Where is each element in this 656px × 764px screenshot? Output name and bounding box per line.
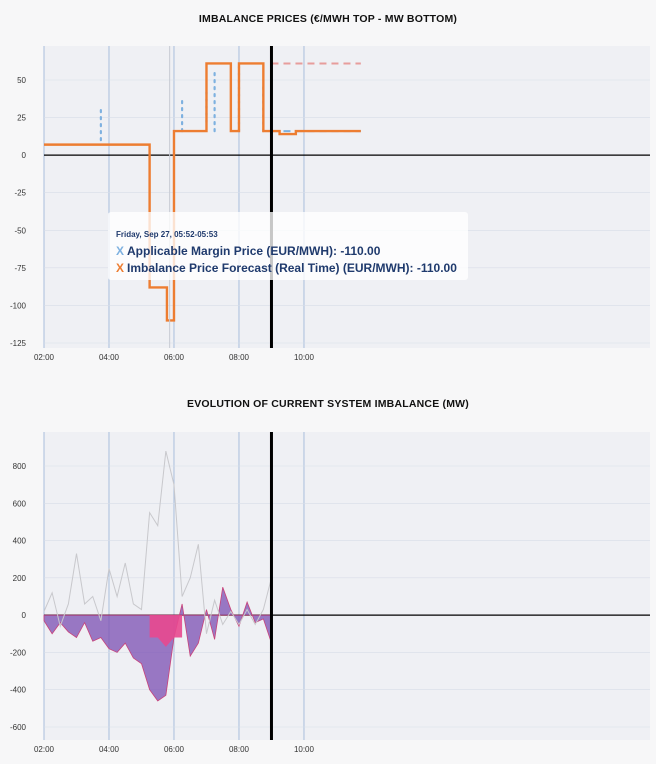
- x-tick-label-0-2: 06:00: [164, 353, 185, 362]
- y-tick-label-1-4: 0: [22, 611, 27, 620]
- y-tick-label-1-0: 800: [13, 462, 27, 471]
- x-tick-label-1-3: 08:00: [229, 745, 250, 754]
- tooltip-marker-margin: X: [116, 244, 125, 258]
- y-tick-label-0-6: -100: [10, 301, 27, 310]
- x-tick-label-0-1: 04:00: [99, 353, 120, 362]
- y-tick-label-0-7: -125: [10, 339, 27, 348]
- x-tick-label-0-3: 08:00: [229, 353, 250, 362]
- y-tick-label-0-1: 25: [17, 114, 26, 123]
- chart-title-prices: IMBALANCE PRICES (€/MWH TOP - MW BOTTOM): [198, 13, 458, 25]
- y-tick-label-0-2: 0: [22, 151, 27, 160]
- y-tick-label-1-6: -400: [10, 686, 27, 695]
- y-tick-label-1-3: 200: [13, 574, 27, 583]
- x-tick-label-1-4: 10:00: [294, 745, 315, 754]
- series-imbalance-price: [44, 62, 361, 322]
- tooltip-marker-forecast: X: [116, 261, 125, 275]
- series-activated-reserves-area: [149, 615, 183, 647]
- y-tick-label-0-3: -25: [14, 189, 26, 198]
- tooltip-text-forecast: Imbalance Price Forecast (Real Time) (EU…: [127, 261, 457, 275]
- y-tick-label-1-7: -600: [10, 723, 27, 732]
- tooltip-text-margin: Applicable Margin Price (EUR/MWH): -110.…: [127, 244, 381, 258]
- x-tick-label-0-0: 02:00: [34, 353, 55, 362]
- tooltip-row-forecast: X Imbalance Price Forecast (Real Time) (E…: [116, 261, 457, 275]
- plot-area-1: [44, 432, 650, 740]
- chart-title-imbalance: EVOLUTION OF CURRENT SYSTEM IMBALANCE (M…: [187, 398, 469, 410]
- tooltip-date: Friday, Sep 27, 05:52-05:53: [116, 230, 218, 239]
- x-tick-label-1-0: 02:00: [34, 745, 55, 754]
- plot-area-0: [44, 46, 650, 348]
- tooltip: Friday, Sep 27, 05:52-05:53 X Applicable …: [108, 212, 468, 280]
- y-tick-label-0-0: 50: [17, 76, 26, 85]
- series-net-imbalance-area: [43, 587, 272, 702]
- y-tick-label-0-5: -75: [14, 264, 26, 273]
- y-tick-label-1-5: -200: [10, 648, 27, 657]
- tooltip-row-margin: X Applicable Margin Price (EUR/MWH): -110…: [116, 244, 380, 258]
- x-tick-label-1-2: 06:00: [164, 745, 185, 754]
- y-tick-label-1-1: 600: [13, 499, 27, 508]
- y-tick-label-1-2: 400: [13, 537, 27, 546]
- x-tick-label-1-1: 04:00: [99, 745, 120, 754]
- series-gross-imbalance-line: [43, 450, 272, 634]
- x-tick-label-0-4: 10:00: [294, 353, 315, 362]
- y-tick-label-0-4: -50: [14, 226, 26, 235]
